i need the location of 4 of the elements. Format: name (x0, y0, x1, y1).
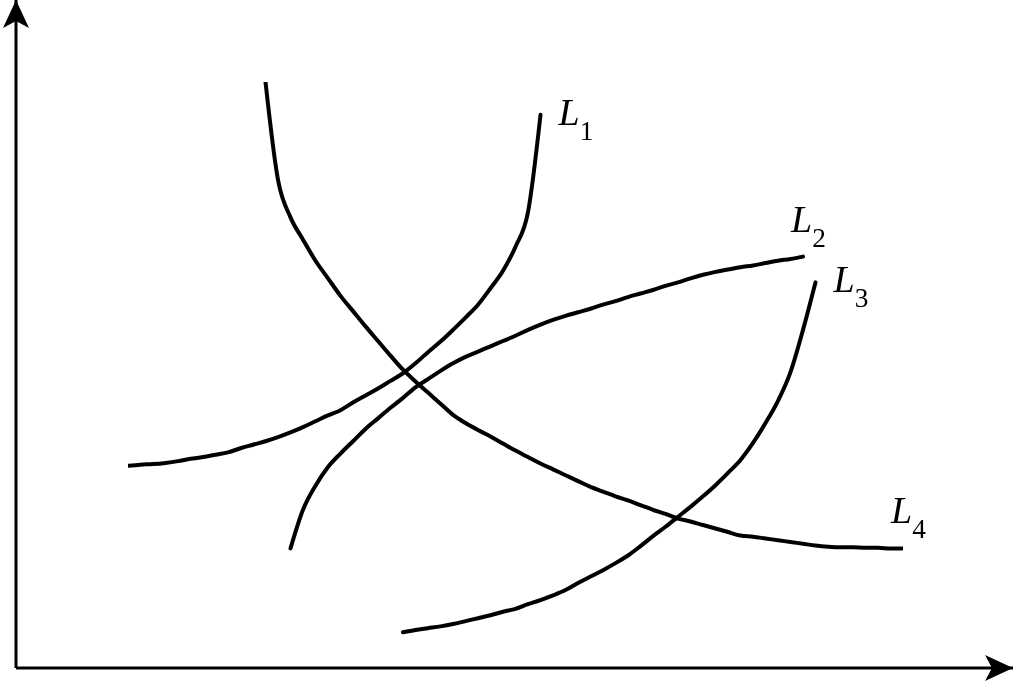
series-label: L$_{4}$ (890, 489, 927, 545)
series-label: L$_{1}$ (557, 90, 594, 146)
series-label: L$_{2}$ (790, 197, 826, 253)
series-label: L$_{3}$ (832, 258, 869, 314)
